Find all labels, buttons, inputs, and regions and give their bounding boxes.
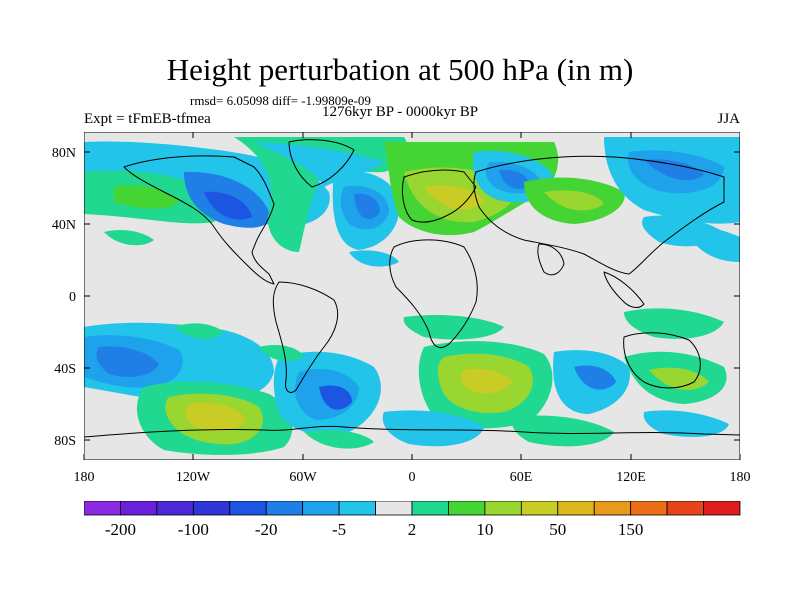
coastline-australia <box>623 332 701 389</box>
coastline-north-america <box>123 155 275 285</box>
colorbar-label: 2 <box>408 520 417 539</box>
lon-tick-label: 180 <box>74 470 95 485</box>
colorbar-box <box>411 501 449 516</box>
lat-tick-label: 40N <box>52 218 76 233</box>
colorbar-labels: -200 -100 -20 -5 2 10 50 150 <box>105 520 644 539</box>
colorbar-box <box>703 501 741 516</box>
colorbar-label: -5 <box>332 520 346 539</box>
colorbar-label: 10 <box>476 520 493 539</box>
period-label: 1276kyr BP - 0000kyr BP <box>322 104 479 120</box>
plot-title: Height perturbation at 500 hPa (in m) <box>166 52 634 87</box>
colorbar-box <box>302 501 340 516</box>
coastlines <box>84 139 740 438</box>
height-perturbation-field <box>84 137 740 455</box>
coastline-antarctica <box>84 425 740 438</box>
colorbar-box <box>520 501 559 516</box>
experiment-label: Expt = tFmEB-tfmea <box>84 111 211 127</box>
colorbar-box <box>156 501 194 516</box>
lon-tick-label: 120W <box>176 470 211 485</box>
lon-tick-label: 120E <box>616 470 646 485</box>
colorbar-label: 150 <box>618 520 644 539</box>
rmsd-diff-stats: rmsd= 6.05098 diff= -1.99809e-09 <box>190 93 371 108</box>
colorbar-box <box>192 501 231 516</box>
colorbar-label: -20 <box>255 520 278 539</box>
colorbar-box <box>375 501 413 516</box>
colorbar-label: -200 <box>105 520 136 539</box>
colorbar-box <box>593 501 632 516</box>
colorbar-box <box>120 501 158 516</box>
coastline-india <box>537 243 565 276</box>
lat-tick-label: 0 <box>69 290 76 305</box>
coastline-asia <box>473 155 725 275</box>
lon-tick-label: 60E <box>510 470 533 485</box>
season-label: JJA <box>717 111 740 127</box>
colorbar-box <box>630 501 668 516</box>
lat-tick-label: 80S <box>54 434 76 449</box>
lat-tick-label: 80N <box>52 146 76 161</box>
colorbar-label: -100 <box>178 520 209 539</box>
lat-tick-label: 40S <box>54 362 76 377</box>
map-panel <box>84 132 740 460</box>
lon-tick-label: 60W <box>289 470 317 485</box>
colorbar-box <box>229 501 267 516</box>
colorbar-box <box>338 501 376 516</box>
colorbar-box <box>484 501 522 516</box>
coastline-greenland <box>288 139 355 188</box>
colorbar-boxes <box>84 501 741 516</box>
coastline-africa <box>389 239 478 348</box>
colorbar: -200 -100 -20 -5 2 10 50 150 <box>84 501 741 539</box>
lon-tick-label: 180 <box>730 470 751 485</box>
colorbar-box <box>666 501 704 516</box>
coastline-south-america <box>272 281 339 393</box>
coastline-se-asia <box>603 271 645 308</box>
lon-tick-label: 0 <box>409 470 416 485</box>
colorbar-box <box>265 501 304 516</box>
colorbar-box <box>84 501 121 516</box>
colorbar-label: 50 <box>549 520 566 539</box>
coastline-europe <box>401 169 477 223</box>
colorbar-box <box>448 501 486 516</box>
colorbar-box <box>557 501 595 516</box>
